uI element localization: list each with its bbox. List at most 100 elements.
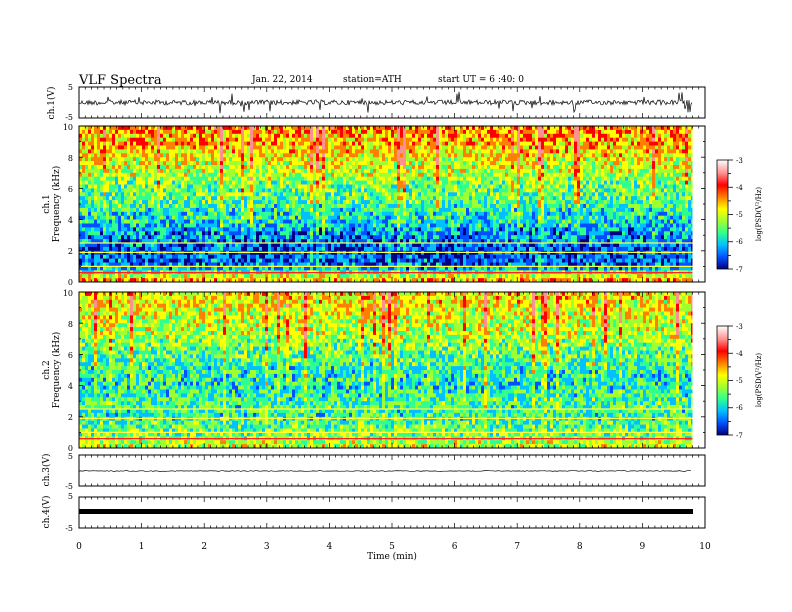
spectrogram-cell	[175, 231, 178, 236]
spectrogram-cell	[82, 246, 85, 252]
spectrogram-cell	[424, 274, 427, 279]
spectrogram-cell	[253, 157, 256, 162]
spectrogram-cell	[205, 278, 208, 283]
spectrogram-cell	[256, 223, 259, 228]
spectrogram-cell	[433, 200, 436, 205]
spectrogram-cell	[352, 133, 355, 138]
spectrogram-cell	[322, 149, 325, 154]
spectrogram-cell	[346, 262, 349, 267]
spectrogram-cell	[259, 165, 262, 170]
spectrogram-cell	[433, 172, 436, 177]
spectrogram-cell	[298, 129, 301, 135]
spectrogram-cell	[136, 200, 139, 205]
spectrogram-cell	[310, 141, 313, 146]
spectrogram-cell	[106, 145, 109, 150]
spectrogram-cell	[349, 176, 352, 181]
spectrogram-cell	[175, 161, 178, 166]
spectrogram-cell	[367, 157, 370, 162]
spectrogram-cell	[379, 129, 382, 135]
spectrogram-cell	[421, 149, 424, 154]
ch1-wave-ytick-top: 5	[68, 83, 73, 92]
spectrogram-cell	[427, 227, 430, 232]
spectrogram-cell	[367, 172, 370, 177]
spectrogram-cell	[130, 168, 133, 174]
spectrogram-cell	[442, 246, 445, 252]
spectrogram-cell	[193, 141, 196, 146]
spectrogram-cell	[217, 239, 220, 244]
spectrogram-cell	[277, 211, 280, 216]
spectrogram-cell	[394, 196, 397, 201]
spectrogram-cell	[340, 243, 343, 248]
spectrogram-cell	[148, 172, 151, 177]
spectrogram-cell	[382, 153, 385, 158]
spectrogram-cell	[268, 129, 271, 135]
spectrogram-cell	[187, 133, 190, 138]
spectrogram-cell	[400, 141, 403, 146]
spectrogram-cell	[325, 141, 328, 146]
spectrogram-cell	[442, 200, 445, 205]
spectrogram-cell	[235, 153, 238, 158]
spectrogram-cell	[130, 157, 133, 162]
spectrogram-cell	[247, 223, 250, 228]
spectrogram-cell	[388, 254, 391, 259]
spectrogram-cell	[232, 274, 235, 279]
spectrogram-cell	[112, 161, 115, 166]
spectrogram-cell	[361, 149, 364, 154]
spectrogram-cell	[88, 219, 91, 224]
spectrogram-cell	[145, 176, 148, 181]
spectrogram-cell	[127, 168, 130, 174]
spectrogram-cell	[379, 246, 382, 252]
spectrogram-cell	[406, 149, 409, 154]
spectrogram-cell	[109, 246, 112, 252]
spectrogram-cell	[166, 258, 169, 263]
spectrogram-cell	[154, 211, 157, 216]
spectrogram-cell	[259, 262, 262, 267]
spectrogram-cell	[313, 161, 316, 166]
spectrogram-cell	[157, 254, 160, 259]
spectrogram-cell	[361, 243, 364, 248]
spectrogram-cell	[355, 262, 358, 267]
spectrogram-cell	[202, 243, 205, 248]
spectrogram-cell	[367, 231, 370, 236]
spectrogram-cell	[226, 204, 229, 209]
spectrogram-cell	[124, 137, 127, 142]
spectrogram-cell	[253, 149, 256, 154]
spectrogram-cell	[355, 176, 358, 181]
spectrogram-cell	[304, 184, 307, 189]
spectrogram-cell	[88, 207, 91, 213]
spectrogram-cell	[403, 239, 406, 244]
spectrogram-cell	[448, 126, 451, 131]
spectrogram-cell	[106, 235, 109, 240]
spectrogram-cell	[235, 239, 238, 244]
spectrogram-cell	[436, 231, 439, 236]
spectrogram-cell	[430, 243, 433, 248]
spectrogram-cell	[109, 168, 112, 174]
spectrogram-cell	[445, 172, 448, 177]
spectrogram-cell	[343, 254, 346, 259]
spectrogram-cell	[427, 149, 430, 154]
spectrogram-cell	[301, 200, 304, 205]
spectrogram-cell	[181, 129, 184, 135]
spectrogram-cell	[349, 211, 352, 216]
spectrogram-cell	[448, 149, 451, 154]
spectrogram-cell	[133, 207, 136, 213]
spectrogram-cell	[145, 274, 148, 279]
spectrogram-cell	[202, 184, 205, 189]
spectrogram-cell	[205, 172, 208, 177]
spectrogram-cell	[259, 227, 262, 232]
spectrogram-cell	[247, 133, 250, 138]
spectrogram-cell	[88, 129, 91, 135]
spectrogram-cell	[79, 204, 82, 209]
spectrogram-cell	[229, 235, 232, 240]
spectrogram-cell	[103, 207, 106, 213]
spectrogram-cell	[283, 157, 286, 162]
spectrogram-cell	[85, 145, 88, 150]
spectrogram-cell	[256, 145, 259, 150]
spectrogram-cell	[355, 133, 358, 138]
spectrogram-cell	[409, 223, 412, 228]
spectrogram-cell	[94, 258, 97, 263]
spectrogram-cell	[250, 145, 253, 150]
spectrogram-cell	[88, 235, 91, 240]
spectrogram-cell	[361, 200, 364, 205]
spectrogram-cell	[97, 200, 100, 205]
